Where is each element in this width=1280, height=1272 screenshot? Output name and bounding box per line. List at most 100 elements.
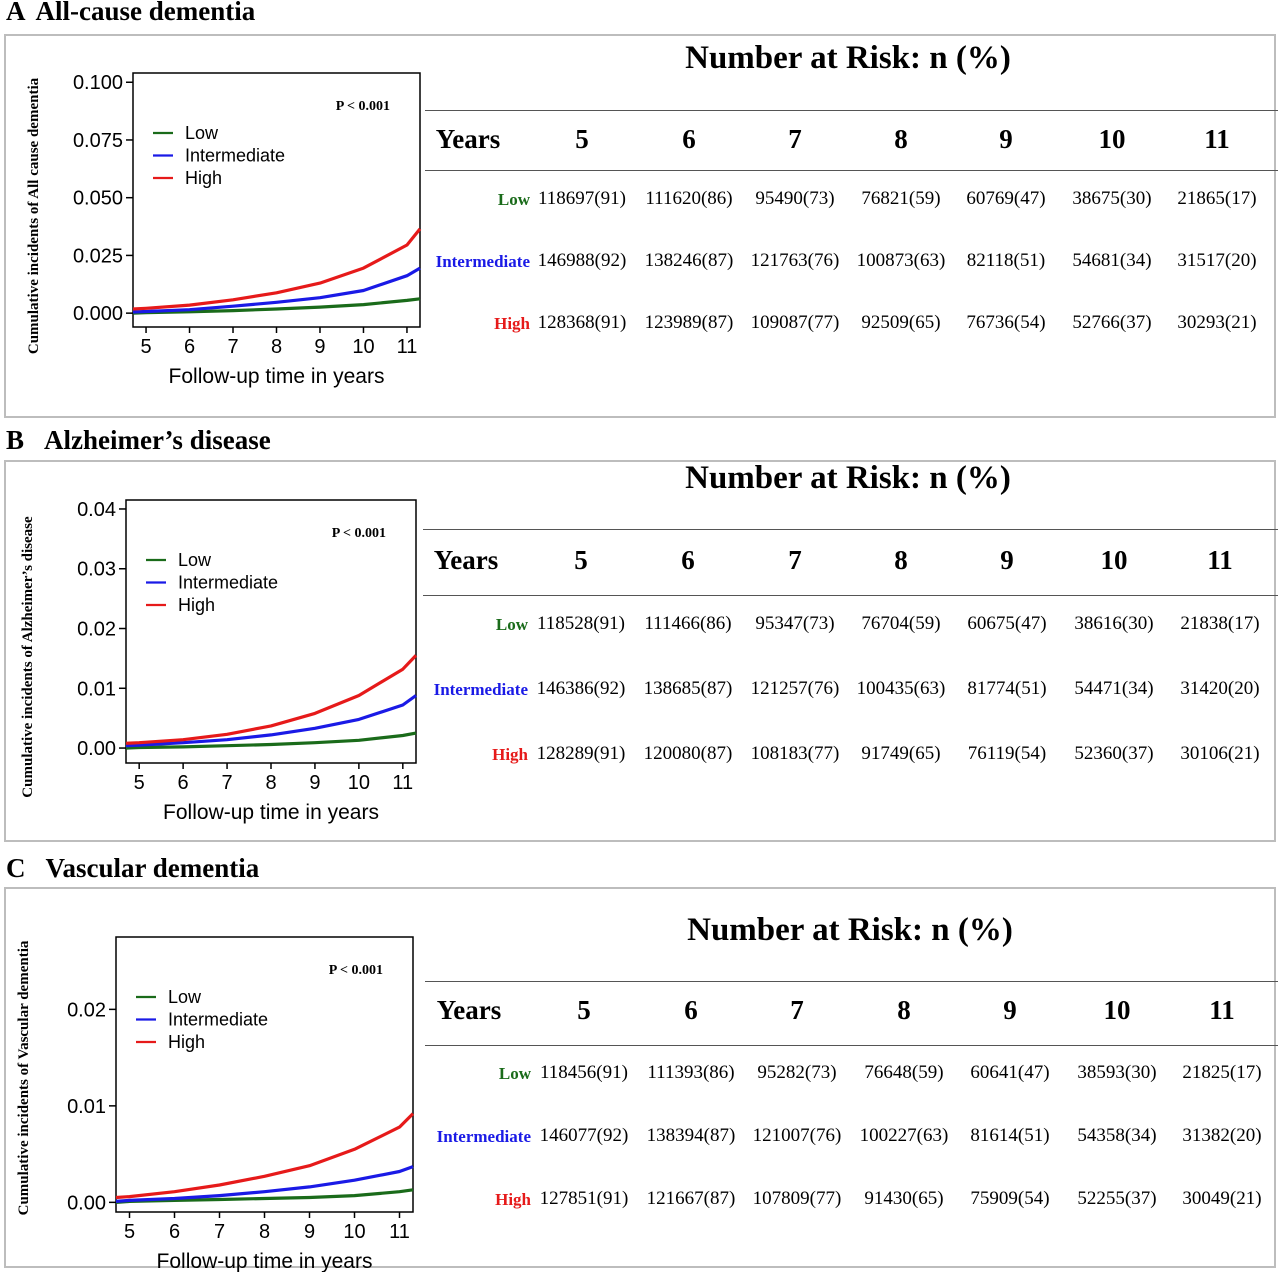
risk-cell: 123989(87) [644,312,734,333]
panel-title-text: Alzheimer’s disease [44,425,271,455]
risk-cell: 21825(17) [1182,1062,1262,1083]
risk-row-group-low: Low [497,190,530,209]
risk-cell: 118697(91) [538,188,626,209]
risk-cell: 76736(54) [966,312,1046,333]
year-header-cell: 7 [788,124,802,154]
table-rule [423,595,1278,596]
risk-row-group-intermediate: Intermediate [433,680,528,699]
table-rule [423,529,1278,530]
risk-cell: 146386(92) [536,678,626,699]
risk-cell: 108183(77) [750,743,840,764]
table-rule [425,110,1278,111]
risk-cell: 52255(37) [1077,1188,1157,1209]
risk-cell: 138246(87) [644,250,734,271]
risk-cell: 76821(59) [861,188,941,209]
table-rule [425,1045,1278,1046]
panel-box [4,34,1276,418]
risk-cell: 31382(20) [1182,1125,1262,1146]
year-header-cell: 8 [894,124,908,154]
risk-cell: 100227(63) [859,1125,949,1146]
risk-cell: 111393(86) [647,1062,735,1083]
risk-table-title: Number at Risk: n (%) [685,40,1011,76]
risk-cell: 21865(17) [1177,188,1257,209]
panel-title: A All-cause dementia [6,0,255,27]
risk-row-group-high: High [494,314,530,333]
risk-row-group-intermediate: Intermediate [436,1127,531,1146]
risk-cell: 54681(34) [1072,250,1152,271]
risk-cell: 118456(91) [540,1062,628,1083]
risk-row-group-low: Low [498,1064,531,1083]
year-header-cell: 6 [681,545,695,575]
risk-cell: 121007(76) [752,1125,842,1146]
risk-cell: 92509(65) [861,312,941,333]
panel-box [4,887,1276,1268]
years-header-label: Years [435,124,501,154]
year-header-cell: 10 [1098,124,1126,154]
risk-cell: 76704(59) [861,613,941,634]
risk-cell: 146077(92) [539,1125,629,1146]
risk-row-group-high: High [495,1190,531,1209]
panel-title: C Vascular dementia [6,853,259,884]
panel-box [4,460,1276,842]
risk-cell: 121667(87) [646,1188,736,1209]
risk-cell: 76648(59) [864,1062,944,1083]
risk-cell: 81614(51) [970,1125,1050,1146]
risk-cell: 138394(87) [646,1125,736,1146]
year-header-cell: 9 [999,124,1013,154]
risk-cell: 52360(37) [1074,743,1154,764]
risk-cell: 75909(54) [970,1188,1050,1209]
risk-table-title: Number at Risk: n (%) [685,460,1011,496]
risk-row-group-intermediate: Intermediate [435,252,530,271]
risk-row-group-high: High [492,745,528,764]
year-header-cell: 5 [574,545,588,575]
year-header-cell: 5 [575,124,589,154]
panel-letter: C [6,853,26,883]
risk-cell: 38675(30) [1072,188,1152,209]
risk-cell: 138685(87) [643,678,733,699]
risk-cell: 100435(63) [856,678,946,699]
risk-cell: 100873(63) [856,250,946,271]
year-header-cell: 10 [1103,995,1131,1025]
risk-cell: 107809(77) [752,1188,842,1209]
risk-cell: 95347(73) [755,613,835,634]
risk-cell: 21838(17) [1180,613,1260,634]
risk-cell: 82118(51) [966,250,1046,271]
risk-cell: 54358(34) [1077,1125,1157,1146]
risk-cell: 76119(54) [967,743,1047,764]
risk-cell: 91430(65) [864,1188,944,1209]
panel-title-text: Vascular dementia [45,853,260,883]
risk-cell: 121257(76) [750,678,840,699]
risk-cell: 30049(21) [1182,1188,1262,1209]
risk-cell: 52766(37) [1072,312,1152,333]
year-header-cell: 9 [1003,995,1017,1025]
risk-table-title: Number at Risk: n (%) [687,912,1013,948]
risk-cell: 60769(47) [966,188,1046,209]
risk-row-group-low: Low [495,615,528,634]
risk-cell: 81774(51) [967,678,1047,699]
table-rule [425,981,1278,982]
panel-title-text: All-cause dementia [35,0,256,26]
risk-cell: 31517(20) [1177,250,1257,271]
year-header-cell: 6 [682,124,696,154]
panel-title: B Alzheimer’s disease [6,425,271,456]
risk-cell: 128289(91) [536,743,626,764]
risk-cell: 30106(21) [1180,743,1260,764]
risk-cell: 38593(30) [1077,1062,1157,1083]
panel-letter: A [6,0,26,26]
risk-cell: 60675(47) [967,613,1047,634]
risk-cell: 109087(77) [750,312,840,333]
year-header-cell: 10 [1100,545,1128,575]
year-header-cell: 11 [1204,124,1230,154]
risk-cell: 111466(86) [644,613,732,634]
panel-letter: B [6,425,25,455]
table-rule [425,170,1278,171]
risk-cell: 120080(87) [643,743,733,764]
year-header-cell: 7 [788,545,802,575]
year-header-cell: 9 [1000,545,1014,575]
risk-cell: 91749(65) [861,743,941,764]
year-header-cell: 7 [790,995,804,1025]
year-header-cell: 11 [1209,995,1235,1025]
risk-cell: 60641(47) [970,1062,1050,1083]
year-header-cell: 8 [897,995,911,1025]
year-header-cell: 8 [894,545,908,575]
